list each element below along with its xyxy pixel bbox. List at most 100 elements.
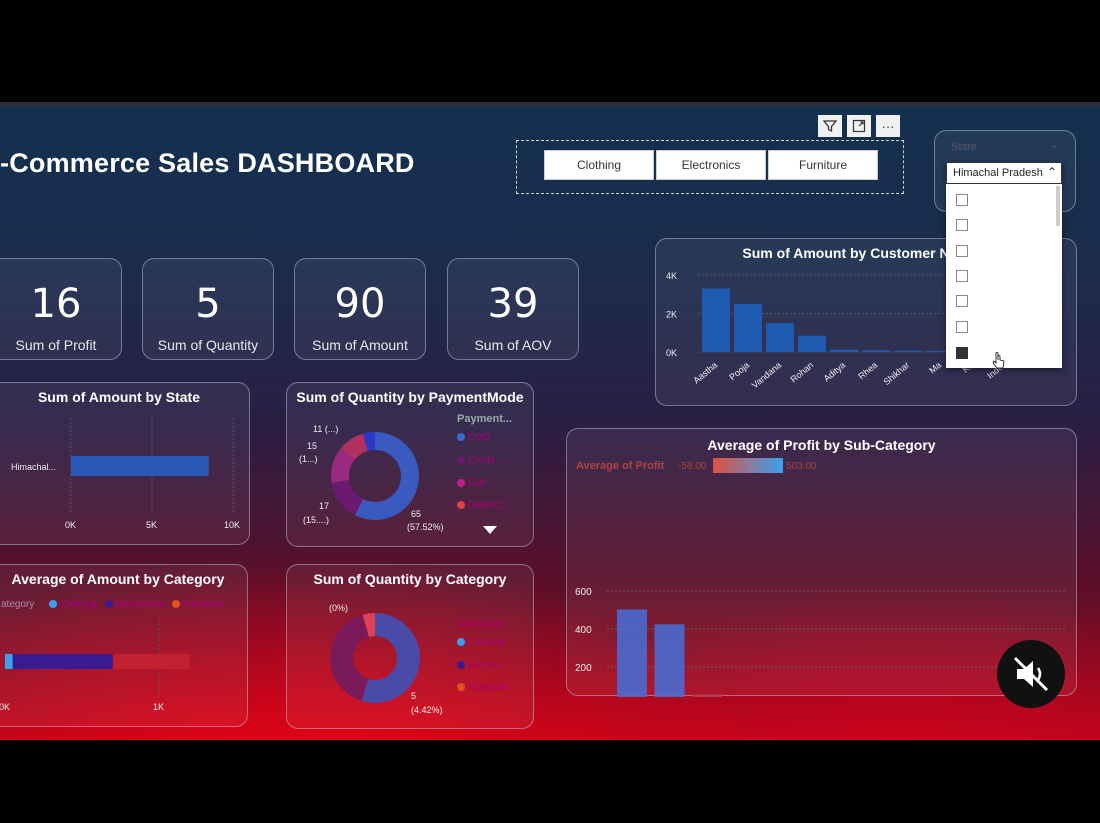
- category-label: Himachal...: [11, 462, 56, 472]
- stacked-segment[interactable]: [5, 654, 13, 669]
- legend-item-cod[interactable]: COD: [457, 432, 490, 443]
- state-dropdown-list[interactable]: Himachal Pradesh ⌃: [946, 162, 1062, 369]
- slicer-option-furniture[interactable]: Furniture: [768, 150, 878, 180]
- legend-title: Category: [457, 618, 505, 630]
- donut-chart: [330, 613, 420, 703]
- legend-item-emi[interactable]: EMI: [457, 478, 486, 489]
- customer-bar[interactable]: [894, 350, 922, 352]
- legend-item-furniture[interactable]: Furniture: [172, 599, 223, 610]
- mouse-cursor-icon: [992, 352, 1005, 369]
- data-label: (57.52%): [407, 522, 444, 532]
- state-checkbox[interactable]: [956, 270, 968, 282]
- customer-bar[interactable]: [734, 303, 762, 352]
- stacked-segment[interactable]: [112, 654, 190, 669]
- customer-bar[interactable]: [862, 350, 890, 352]
- donut-slice[interactable]: [362, 613, 375, 637]
- chart-profit-by-subcategory[interactable]: Average of Profit by Sub-Category Averag…: [566, 428, 1077, 697]
- x-tick: Ma: [927, 360, 943, 376]
- data-label: (15....): [303, 515, 329, 525]
- state-bar-svg: Himachal... 0K 5K 10K: [11, 418, 240, 530]
- legend-dot: [172, 600, 180, 609]
- dropdown-scrollbar[interactable]: [1056, 186, 1060, 226]
- donut-slice[interactable]: [361, 613, 420, 703]
- chart-avg-amount-by-category[interactable]: Average of Amount by Category ategory Cl…: [0, 564, 248, 727]
- legend-item-furniture[interactable]: Furniture: [457, 682, 508, 693]
- subcategory-bar[interactable]: [654, 624, 685, 697]
- subcategory-bar[interactable]: [692, 694, 722, 697]
- data-label: 15: [307, 441, 317, 451]
- legend-item-clothing[interactable]: Clothing: [49, 599, 97, 610]
- customer-bar[interactable]: [830, 349, 858, 352]
- donut-slice[interactable]: [331, 479, 364, 516]
- subcategory-bar[interactable]: [617, 609, 647, 697]
- state-checkbox[interactable]: [956, 295, 968, 307]
- customer-bar[interactable]: [702, 288, 730, 352]
- customer-bar[interactable]: [926, 350, 954, 352]
- gradient-legend: [713, 458, 783, 473]
- state-dropdown-selected[interactable]: Himachal Pradesh ⌃: [946, 162, 1062, 184]
- legend-item-electronics[interactable]: Electronics: [105, 599, 165, 610]
- legend-item-electronics[interactable]: Electro...: [457, 660, 507, 671]
- dashboard-canvas: -Commerce Sales DASHBOARD ··· Clothing E…: [0, 102, 1100, 740]
- legend-item-credit[interactable]: Credit ...: [457, 455, 506, 466]
- state-checkbox-checked[interactable]: [956, 347, 968, 359]
- legend-item-clothing[interactable]: Clothing: [457, 637, 505, 648]
- kpi-card-aov: 39 Sum of AOV: [447, 258, 579, 360]
- legend-scroll-down-icon[interactable]: [483, 526, 497, 534]
- chart-qty-by-payment[interactable]: Sum of Quantity by PaymentMode 11 (...) …: [286, 382, 534, 547]
- kpi-label: Sum of Profit: [15, 337, 97, 353]
- donut-slice[interactable]: [331, 448, 355, 483]
- donut-slice[interactable]: [330, 614, 369, 701]
- legend-dot: [49, 600, 57, 609]
- legend-label: Debit C...: [468, 500, 510, 511]
- legend-label: Average of Profit: [576, 460, 665, 472]
- chart-qty-by-category[interactable]: Sum of Quantity by Category (0%) 5 (4.42…: [286, 564, 534, 729]
- legend-max: 503.00: [786, 461, 817, 472]
- chevron-down-icon[interactable]: ⌄: [1049, 137, 1060, 151]
- focus-mode-icon[interactable]: [847, 115, 871, 137]
- filter-icon[interactable]: [818, 115, 842, 137]
- legend-label: Clothing: [60, 599, 97, 610]
- stacked-segment[interactable]: [12, 654, 113, 669]
- subcategory-bar-svg: 0200400600PrintersPhonesBookcasesAccesso…: [575, 587, 1067, 697]
- donut-slice[interactable]: [354, 432, 419, 520]
- legend-dot: [457, 638, 465, 647]
- legend-title: Payment...: [457, 413, 513, 425]
- kpi-value: 16: [30, 281, 82, 327]
- bar-himachal[interactable]: [71, 456, 209, 476]
- more-options-icon[interactable]: ···: [876, 115, 900, 137]
- legend-item-debit[interactable]: Debit C...: [457, 500, 510, 511]
- chart-title: Sum of Amount by State: [37, 389, 201, 405]
- legend-dot: [457, 501, 465, 510]
- legend-label: Clothing: [468, 637, 505, 648]
- customer-bar[interactable]: [766, 323, 794, 352]
- y-tick: 600: [575, 587, 592, 598]
- slicer-option-clothing[interactable]: Clothing: [544, 150, 654, 180]
- state-checkbox[interactable]: [956, 321, 968, 333]
- legend-label: Furniture: [183, 599, 224, 610]
- chart-amount-by-state[interactable]: Sum of Amount by State Himachal... 0K 5K…: [0, 382, 250, 545]
- data-label: 5: [411, 691, 416, 701]
- speaker-muted-icon[interactable]: [997, 640, 1065, 708]
- chart-title: Sum of Quantity by PaymentMode: [296, 389, 524, 405]
- slicer-option-electronics[interactable]: Electronics: [656, 150, 766, 180]
- x-tick: Shikhar: [881, 360, 911, 387]
- legend-label: Furniture: [468, 682, 509, 693]
- state-checkbox[interactable]: [956, 194, 968, 206]
- kpi-card-amount: 90 Sum of Amount: [294, 258, 426, 360]
- chevron-up-icon[interactable]: ⌃: [1046, 165, 1057, 179]
- donut-slice[interactable]: [340, 433, 368, 460]
- state-checkbox[interactable]: [956, 219, 968, 231]
- x-tick: Rohan: [789, 360, 816, 385]
- payment-donut-svg: 11 (...) 15 (1...) 17 (15....) 65 (57.52…: [299, 424, 497, 534]
- customer-bar[interactable]: [798, 335, 826, 352]
- kpi-value: 90: [334, 281, 386, 327]
- legend-dot: [457, 479, 465, 488]
- legend-label: EMI: [468, 478, 486, 489]
- donut-slice[interactable]: [362, 432, 375, 451]
- chart-title: Sum of Quantity by Category: [313, 571, 507, 587]
- y-tick: 2K: [666, 310, 677, 320]
- state-checkbox[interactable]: [956, 245, 968, 257]
- x-tick: 0K: [65, 520, 76, 530]
- legend-min: -56.00: [678, 461, 707, 472]
